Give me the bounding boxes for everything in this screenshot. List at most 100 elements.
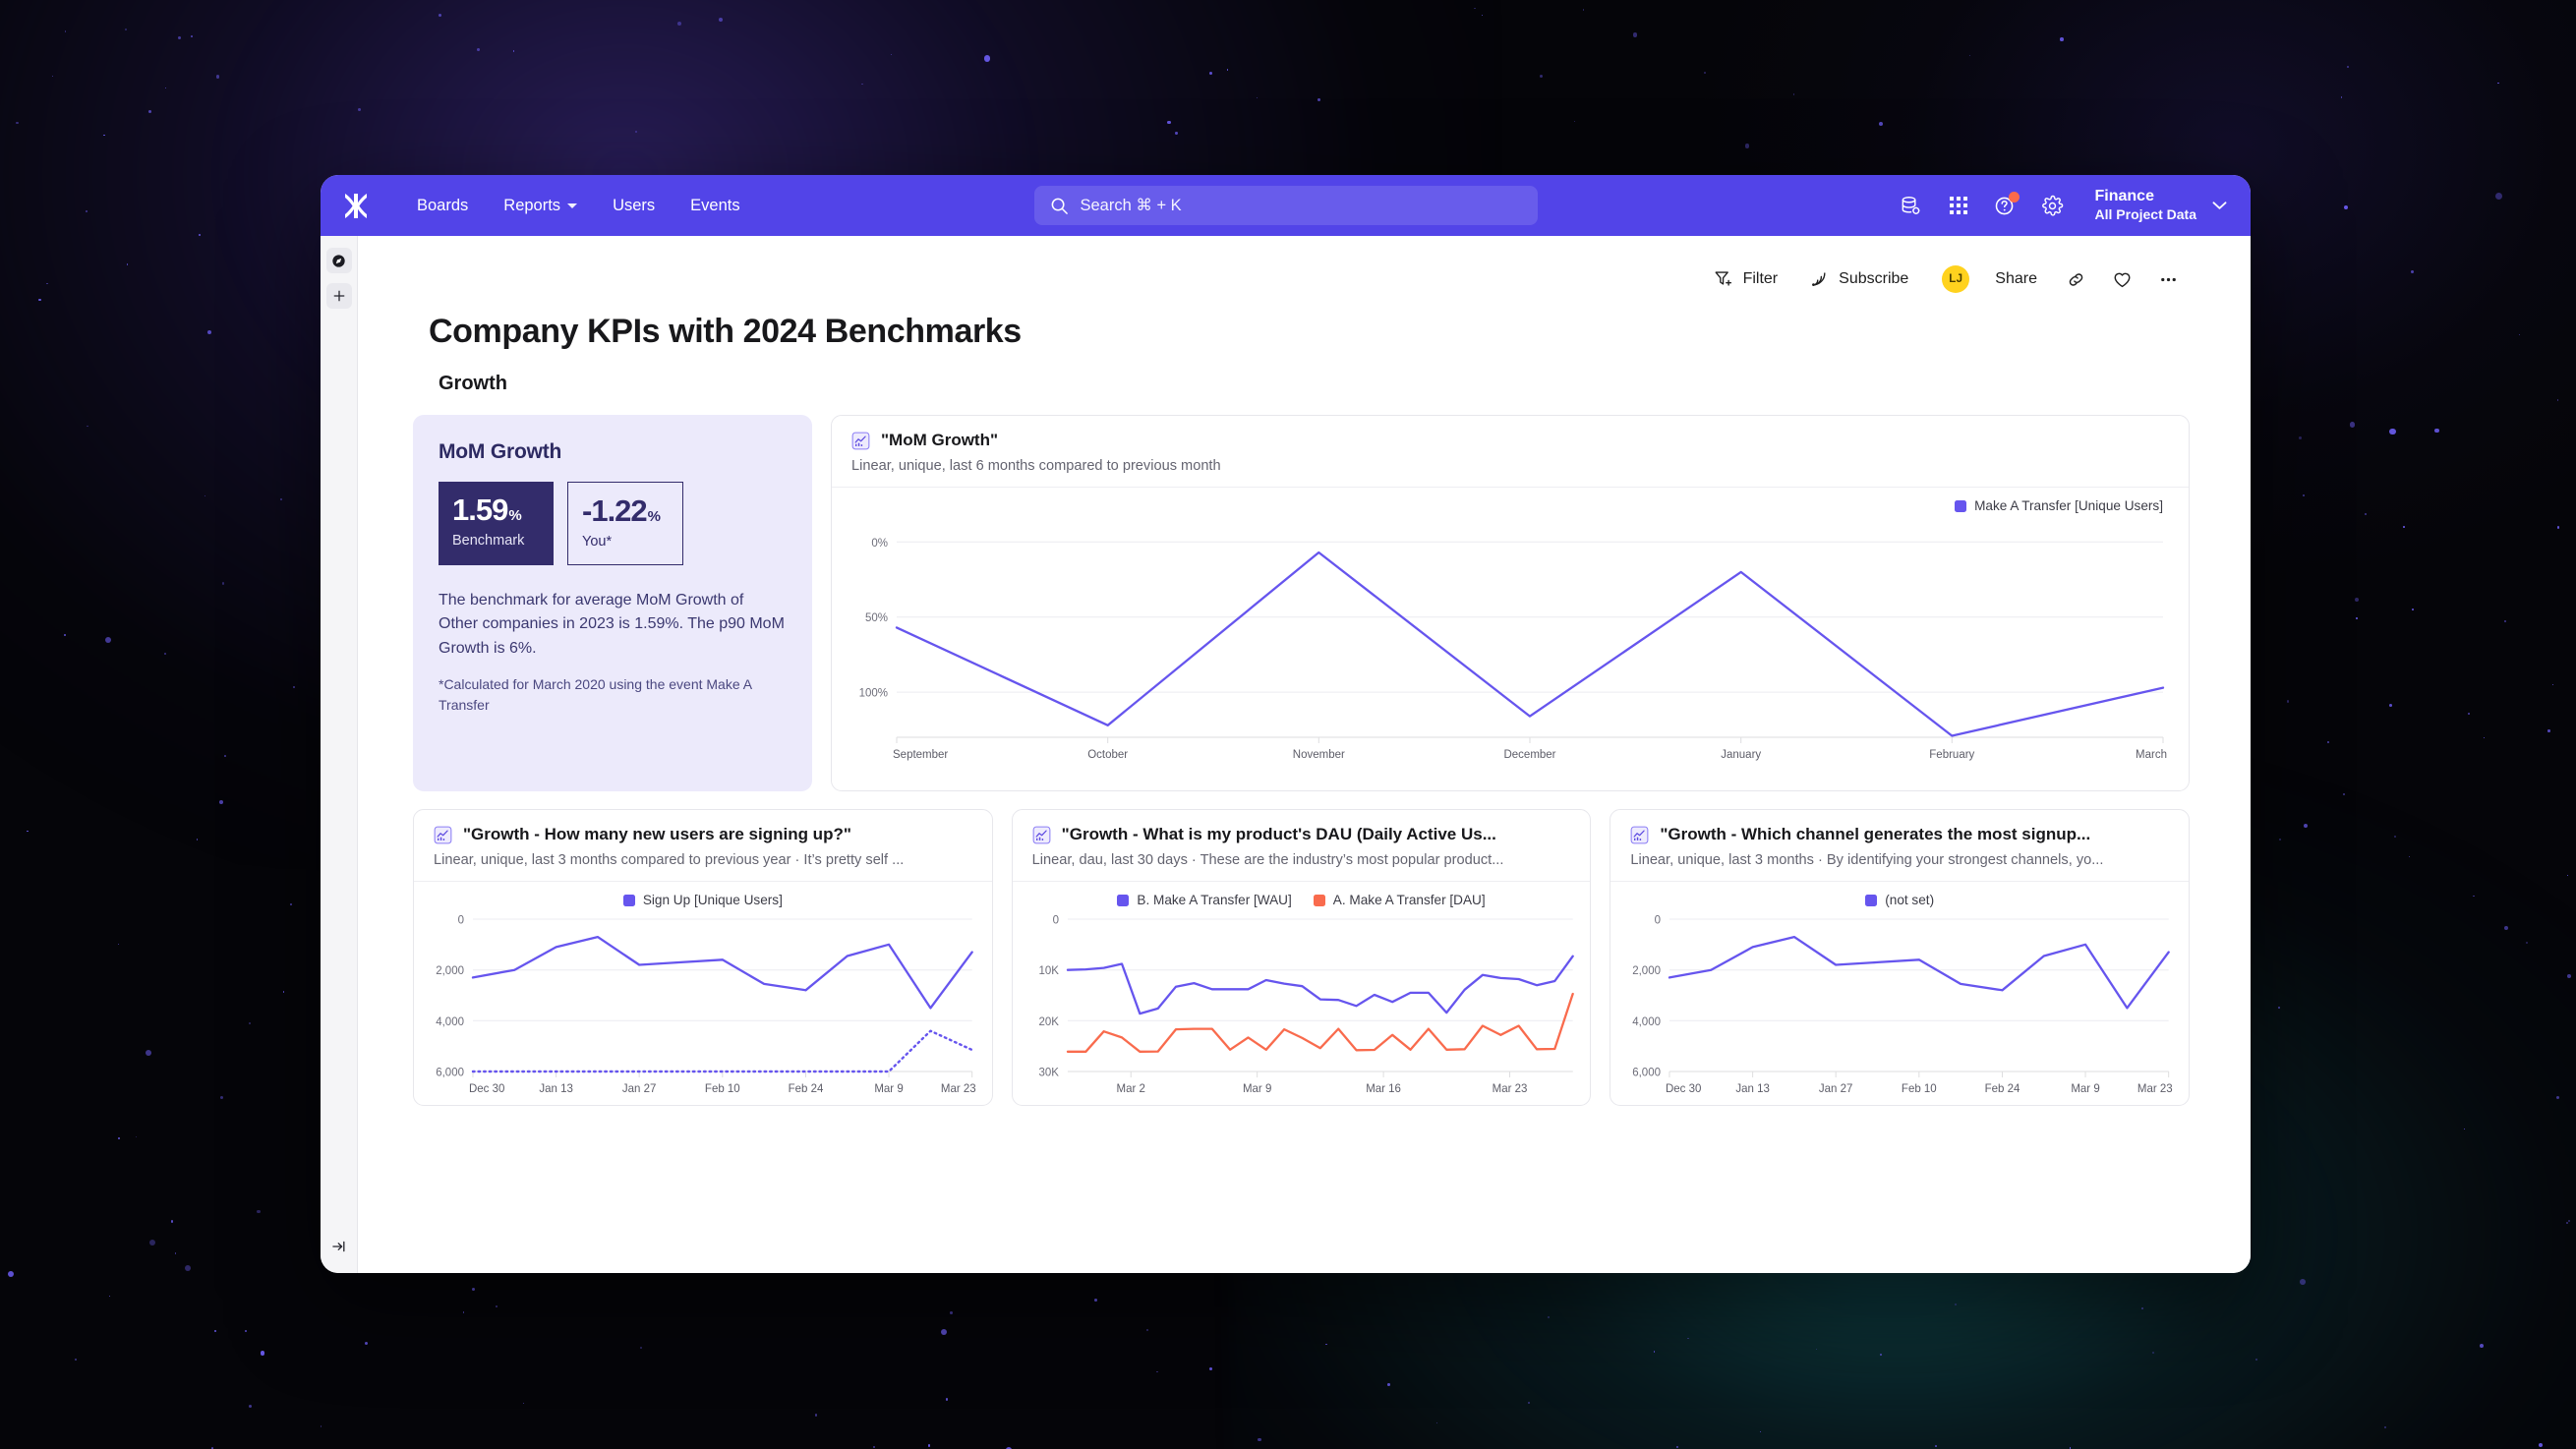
svg-text:Jan 13: Jan 13: [1736, 1083, 1770, 1095]
app-body: Filter Subscribe LJ Share: [321, 236, 2251, 1273]
svg-text:10K: 10K: [1038, 965, 1059, 977]
legend-label: (not set): [1885, 893, 1935, 907]
card-subtitle: Linear, unique, last 6 months compared t…: [851, 458, 1221, 474]
nav-label: Boards: [417, 196, 469, 214]
chart-plot-area: 0 2,000 4,000 6,000 Dec 30 Jan 13 Jan 27 Feb 10…: [1610, 907, 2189, 1105]
svg-text:50%: 50%: [865, 612, 888, 624]
nav-label: Reports: [503, 196, 561, 214]
svg-text:0: 0: [458, 914, 464, 926]
card-title: "Growth - Which channel generates the mo…: [1660, 825, 2091, 843]
copy-link-button[interactable]: [2055, 261, 2097, 299]
legend-item[interactable]: Make A Transfer [Unique Users]: [1955, 498, 2163, 513]
nav-item-users[interactable]: Users: [595, 190, 673, 222]
legend-item[interactable]: A. Make A Transfer [DAU]: [1313, 893, 1486, 907]
benchmark-card: MoM Growth 1.59% Benchmark -1.22%: [413, 415, 812, 791]
svg-text:Mar 23: Mar 23: [2137, 1083, 2173, 1095]
section-title: Growth: [439, 373, 507, 394]
chart-legend: (not set): [1610, 882, 2189, 907]
svg-text:20K: 20K: [1038, 1016, 1059, 1028]
share-button[interactable]: Share: [1981, 261, 2051, 297]
svg-text:Mar 16: Mar 16: [1366, 1083, 1401, 1095]
avatar[interactable]: LJ: [1942, 265, 1970, 293]
card-subtitle: Linear, dau, last 30 days · These are th…: [1031, 852, 1504, 868]
svg-text:Feb 24: Feb 24: [1985, 1083, 2020, 1095]
card-title: "MoM Growth": [881, 431, 999, 449]
data-sources-icon[interactable]: [1891, 185, 1932, 226]
card-header: "Growth - Which channel generates the mo…: [1610, 810, 2190, 882]
dashboard-row-top: MoM Growth 1.59% Benchmark -1.22%: [413, 415, 2190, 791]
chart-legend: Make A Transfer [Unique Users]: [832, 488, 2189, 513]
you-value-box: -1.22% You*: [567, 482, 683, 565]
svg-text:Jan 27: Jan 27: [622, 1083, 656, 1095]
chart-report-icon: [851, 432, 870, 449]
primary-nav-links: Boards Reports Users Events: [399, 190, 758, 222]
card-body: (not set) 0 2,000 4,000 6,000 Dec 30 Jan 13 Ja…: [1610, 882, 2189, 1105]
svg-text:4,000: 4,000: [436, 1016, 464, 1028]
chart-report-icon: [1630, 826, 1649, 843]
nav-item-reports[interactable]: Reports: [486, 190, 595, 222]
heart-icon: [2114, 272, 2131, 287]
chevron-down-icon: [567, 203, 578, 208]
legend-item[interactable]: (not set): [1865, 893, 1934, 907]
svg-text:March: March: [2136, 749, 2167, 761]
svg-text:0: 0: [1655, 914, 1661, 926]
help-icon[interactable]: [1985, 185, 2026, 226]
gear-icon[interactable]: [2032, 185, 2074, 226]
chart-card-channels[interactable]: "Growth - Which channel generates the mo…: [1610, 809, 2191, 1106]
card-body: Sign Up [Unique Users] 0 2,000 4,000 6,000 D…: [414, 882, 992, 1105]
search-icon: [1051, 198, 1068, 214]
brand-x-logo[interactable]: [336, 188, 376, 223]
svg-text:Mar 23: Mar 23: [941, 1083, 976, 1095]
benchmark-description: The benchmark for average MoM Growth of …: [439, 592, 785, 657]
chart-card-dau[interactable]: "Growth - What is my product's DAU (Dail…: [1011, 809, 1592, 1106]
search-input[interactable]: Search ⌘ + K: [1033, 186, 1538, 225]
chart-report-icon: [1032, 826, 1051, 843]
card-body: Make A Transfer [Unique Users] 0% 50% 100%…: [832, 488, 2189, 790]
chart-legend: B. Make A Transfer [WAU] A. Make A Transf…: [1013, 882, 1591, 907]
notification-badge: [2008, 192, 2020, 203]
legend-label: B. Make A Transfer [WAU]: [1137, 893, 1292, 907]
svg-text:Dec 30: Dec 30: [1666, 1083, 1701, 1095]
legend-swatch: [622, 894, 635, 906]
left-sidebar-rail: [321, 236, 358, 1273]
benchmark-title: MoM Growth: [439, 440, 562, 463]
legend-item[interactable]: Sign Up [Unique Users]: [622, 893, 783, 907]
dashboard-row-bottom: "Growth - How many new users are signing…: [413, 809, 2191, 1106]
svg-text:2,000: 2,000: [436, 965, 464, 977]
nav-label: Users: [613, 196, 656, 214]
chart-report-icon: [434, 826, 452, 843]
legend-item[interactable]: B. Make A Transfer [WAU]: [1117, 893, 1292, 907]
filter-plus-icon: [1715, 271, 1731, 286]
apps-grid-icon[interactable]: [1938, 185, 1979, 226]
chevron-down-icon: [2212, 202, 2227, 209]
top-navigation-bar: Boards Reports Users Events Search ⌘ + K: [321, 175, 2251, 236]
benchmark-value-label: Benchmark: [452, 533, 525, 549]
legend-label: Sign Up [Unique Users]: [642, 893, 783, 907]
project-switcher[interactable]: Finance All Project Data: [2079, 183, 2237, 228]
more-options-button[interactable]: [2147, 261, 2190, 299]
svg-text:6,000: 6,000: [436, 1067, 464, 1078]
link-icon: [2069, 272, 2083, 286]
nav-item-boards[interactable]: Boards: [399, 190, 486, 222]
chart-plot-area: 0 2,000 4,000 6,000 Dec 30 Jan 13 Jan 27 Feb 10…: [414, 907, 992, 1105]
chart-card-new-users[interactable]: "Growth - How many new users are signing…: [413, 809, 993, 1106]
compass-icon[interactable]: [325, 248, 352, 273]
chart-card-mom-growth[interactable]: "MoM Growth" Linear, unique, last 6 mont…: [831, 415, 2190, 791]
share-label: Share: [1995, 270, 2037, 287]
benchmark-value: 1.59: [452, 493, 508, 527]
benchmark-footnote: *Calculated for March 2020 using the eve…: [439, 675, 752, 713]
subscribe-button[interactable]: Subscribe: [1795, 261, 1922, 298]
filter-button[interactable]: Filter: [1700, 261, 1792, 298]
svg-text:Mar 9: Mar 9: [874, 1083, 903, 1095]
svg-text:Mar 9: Mar 9: [1243, 1083, 1271, 1095]
plus-icon[interactable]: [325, 283, 352, 309]
svg-text:0%: 0%: [871, 538, 888, 550]
favorite-button[interactable]: [2101, 261, 2143, 299]
svg-text:4,000: 4,000: [1633, 1016, 1662, 1028]
legend-swatch: [1313, 894, 1325, 906]
card-header: "Growth - How many new users are signing…: [414, 810, 992, 882]
svg-text:Feb 10: Feb 10: [705, 1083, 740, 1095]
expand-sidebar-icon[interactable]: [326, 1234, 352, 1259]
nav-item-events[interactable]: Events: [673, 190, 757, 222]
